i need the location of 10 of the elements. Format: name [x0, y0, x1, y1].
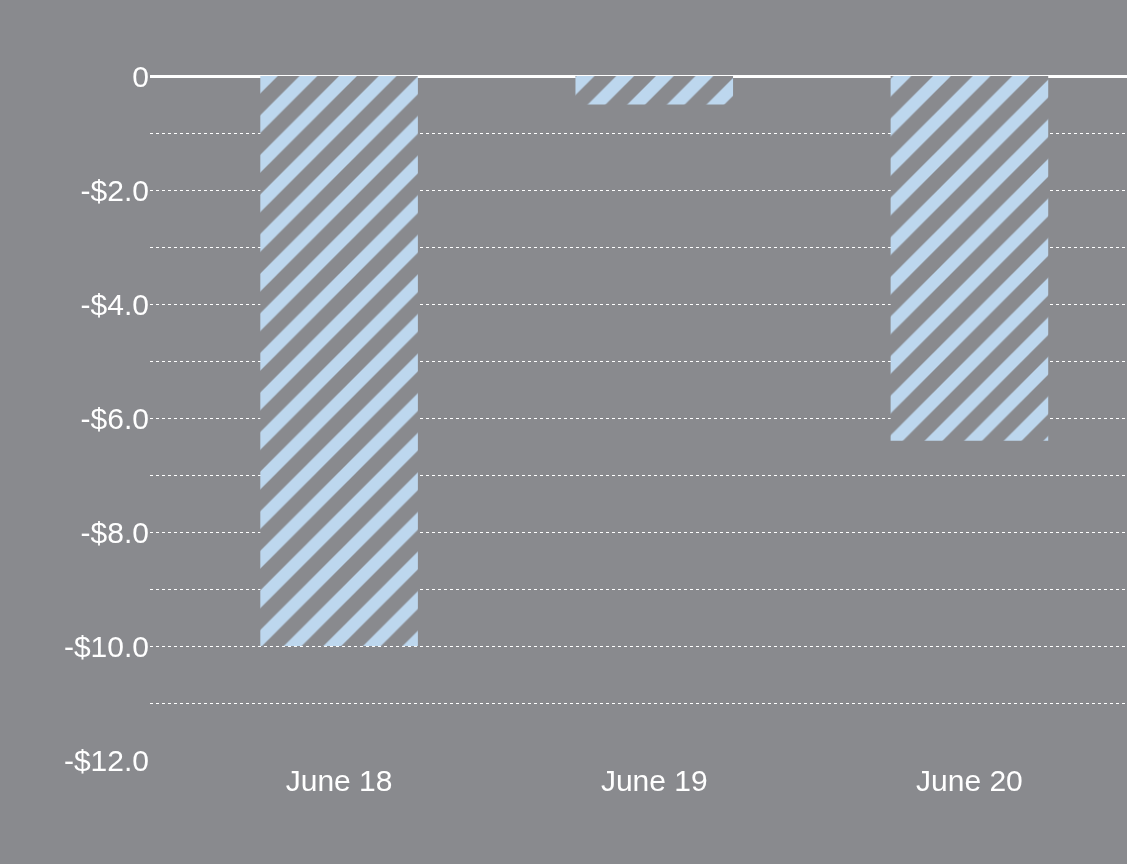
y-tick-label: -$6.0	[80, 401, 149, 435]
y-tick-label: -$10.0	[63, 629, 149, 663]
x-tick-label: June 18	[285, 764, 393, 797]
y-tick-label: -$8.0	[80, 515, 149, 549]
y-tick-label: -$12.0	[63, 743, 149, 777]
y-tick-label: 0	[132, 59, 149, 93]
x-tick-label: June 19	[600, 764, 708, 797]
y-tick-label: -$4.0	[80, 287, 149, 321]
x-tick-label: June 20	[916, 764, 1023, 797]
y-tick-label: -$2.0	[80, 173, 149, 207]
